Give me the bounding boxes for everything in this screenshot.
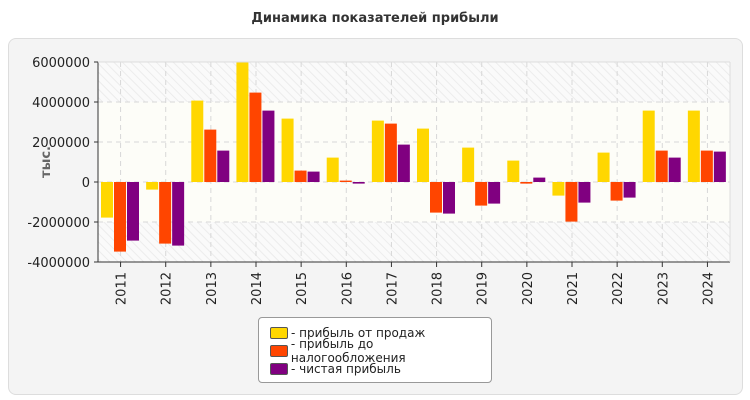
- bar-2019-s0: [462, 147, 475, 182]
- y-tick-label: -4000000: [27, 256, 90, 271]
- bar-2023-s2: [668, 157, 681, 182]
- chart-title: Динамика показателей прибыли: [251, 11, 499, 26]
- x-tick-label: 2022: [611, 272, 626, 305]
- bar-2023-s1: [655, 150, 668, 182]
- x-tick-label: 2014: [250, 272, 265, 305]
- y-tick-label: 6000000: [32, 56, 90, 71]
- bar-2022-s0: [597, 152, 610, 182]
- y-tick-label: 4000000: [32, 96, 90, 111]
- legend-label: - прибыль от продаж: [291, 326, 426, 340]
- bar-2011-s2: [127, 182, 139, 241]
- bar-2012-s2: [172, 182, 185, 246]
- bar-2015-s1: [294, 170, 307, 182]
- legend-item: - прибыль до налогообложения: [270, 337, 491, 365]
- x-tick-label: 2015: [295, 272, 310, 305]
- bar-2012-s1: [159, 182, 172, 244]
- x-tick-label: 2024: [701, 272, 716, 305]
- x-tick-label: 2021: [566, 272, 581, 305]
- bar-2015-s2: [307, 171, 320, 182]
- bar-2014-s0: [236, 62, 249, 182]
- x-tick-label: 2013: [205, 272, 220, 305]
- bar-2018-s1: [430, 182, 442, 213]
- bar-2017-s1: [384, 123, 397, 182]
- bar-2019-s2: [488, 182, 501, 204]
- bar-2012-s0: [146, 182, 159, 190]
- bar-2015-s0: [281, 118, 294, 182]
- y-axis-label: тыс.: [39, 146, 54, 178]
- bar-2019-s1: [475, 182, 488, 206]
- bar-2018-s2: [443, 182, 455, 214]
- legend: - прибыль от продаж - прибыль до налогооб…: [258, 317, 492, 383]
- legend-label: - прибыль до налогообложения: [290, 337, 406, 365]
- y-tick-label: -2000000: [27, 216, 90, 231]
- bar-2014-s2: [262, 110, 275, 182]
- bar-2024-s2: [713, 151, 726, 182]
- x-tick-label: 2019: [476, 272, 491, 305]
- bar-2013-s2: [217, 150, 230, 182]
- bar-2016-s2: [352, 182, 365, 184]
- bar-2023-s0: [642, 110, 655, 182]
- bar-2021-s1: [565, 182, 578, 222]
- x-tick-label: 2012: [160, 272, 175, 305]
- y-tick-label: 2000000: [32, 136, 90, 151]
- bar-2018-s0: [417, 128, 429, 182]
- y-tick-label: 0: [82, 176, 90, 191]
- legend-item: - чистая прибыль: [270, 360, 491, 378]
- x-tick-label: 2018: [431, 272, 446, 305]
- bar-2020-s2: [533, 177, 546, 182]
- bar-2021-s2: [578, 182, 591, 203]
- bar-2011-s1: [114, 182, 126, 252]
- x-tick-label: 2011: [115, 272, 130, 305]
- x-tick-label: 2020: [521, 272, 536, 305]
- bar-2020-s0: [507, 160, 520, 182]
- legend-swatch: [270, 345, 288, 357]
- bar-2017-s2: [397, 144, 410, 182]
- x-tick-label: 2023: [656, 272, 671, 305]
- bar-2016-s0: [326, 157, 339, 182]
- bar-2021-s0: [552, 182, 565, 196]
- bar-2014-s1: [249, 92, 262, 182]
- bar-2011-s0: [101, 182, 113, 218]
- bar-2016-s1: [339, 180, 352, 182]
- bar-2024-s1: [700, 150, 713, 182]
- bar-2022-s1: [610, 182, 623, 201]
- x-tick-label: 2017: [385, 272, 400, 305]
- bar-2017-s0: [371, 120, 384, 182]
- legend-label: - чистая прибыль: [291, 362, 401, 376]
- bar-2022-s2: [623, 182, 636, 198]
- bar-2024-s0: [687, 110, 700, 182]
- plot-band: [98, 102, 730, 222]
- bar-2020-s1: [520, 182, 533, 184]
- legend-swatch: [270, 363, 288, 375]
- bar-2013-s1: [204, 129, 217, 182]
- x-tick-label: 2016: [340, 272, 355, 305]
- legend-swatch: [270, 327, 288, 339]
- bar-2013-s0: [191, 100, 204, 182]
- legend-item: - прибыль от продаж: [270, 324, 491, 342]
